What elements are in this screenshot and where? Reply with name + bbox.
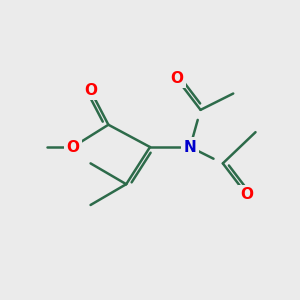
- Text: O: O: [170, 71, 183, 86]
- Text: N: N: [184, 140, 196, 154]
- Text: O: O: [240, 187, 253, 202]
- Text: O: O: [66, 140, 79, 154]
- Text: O: O: [84, 83, 97, 98]
